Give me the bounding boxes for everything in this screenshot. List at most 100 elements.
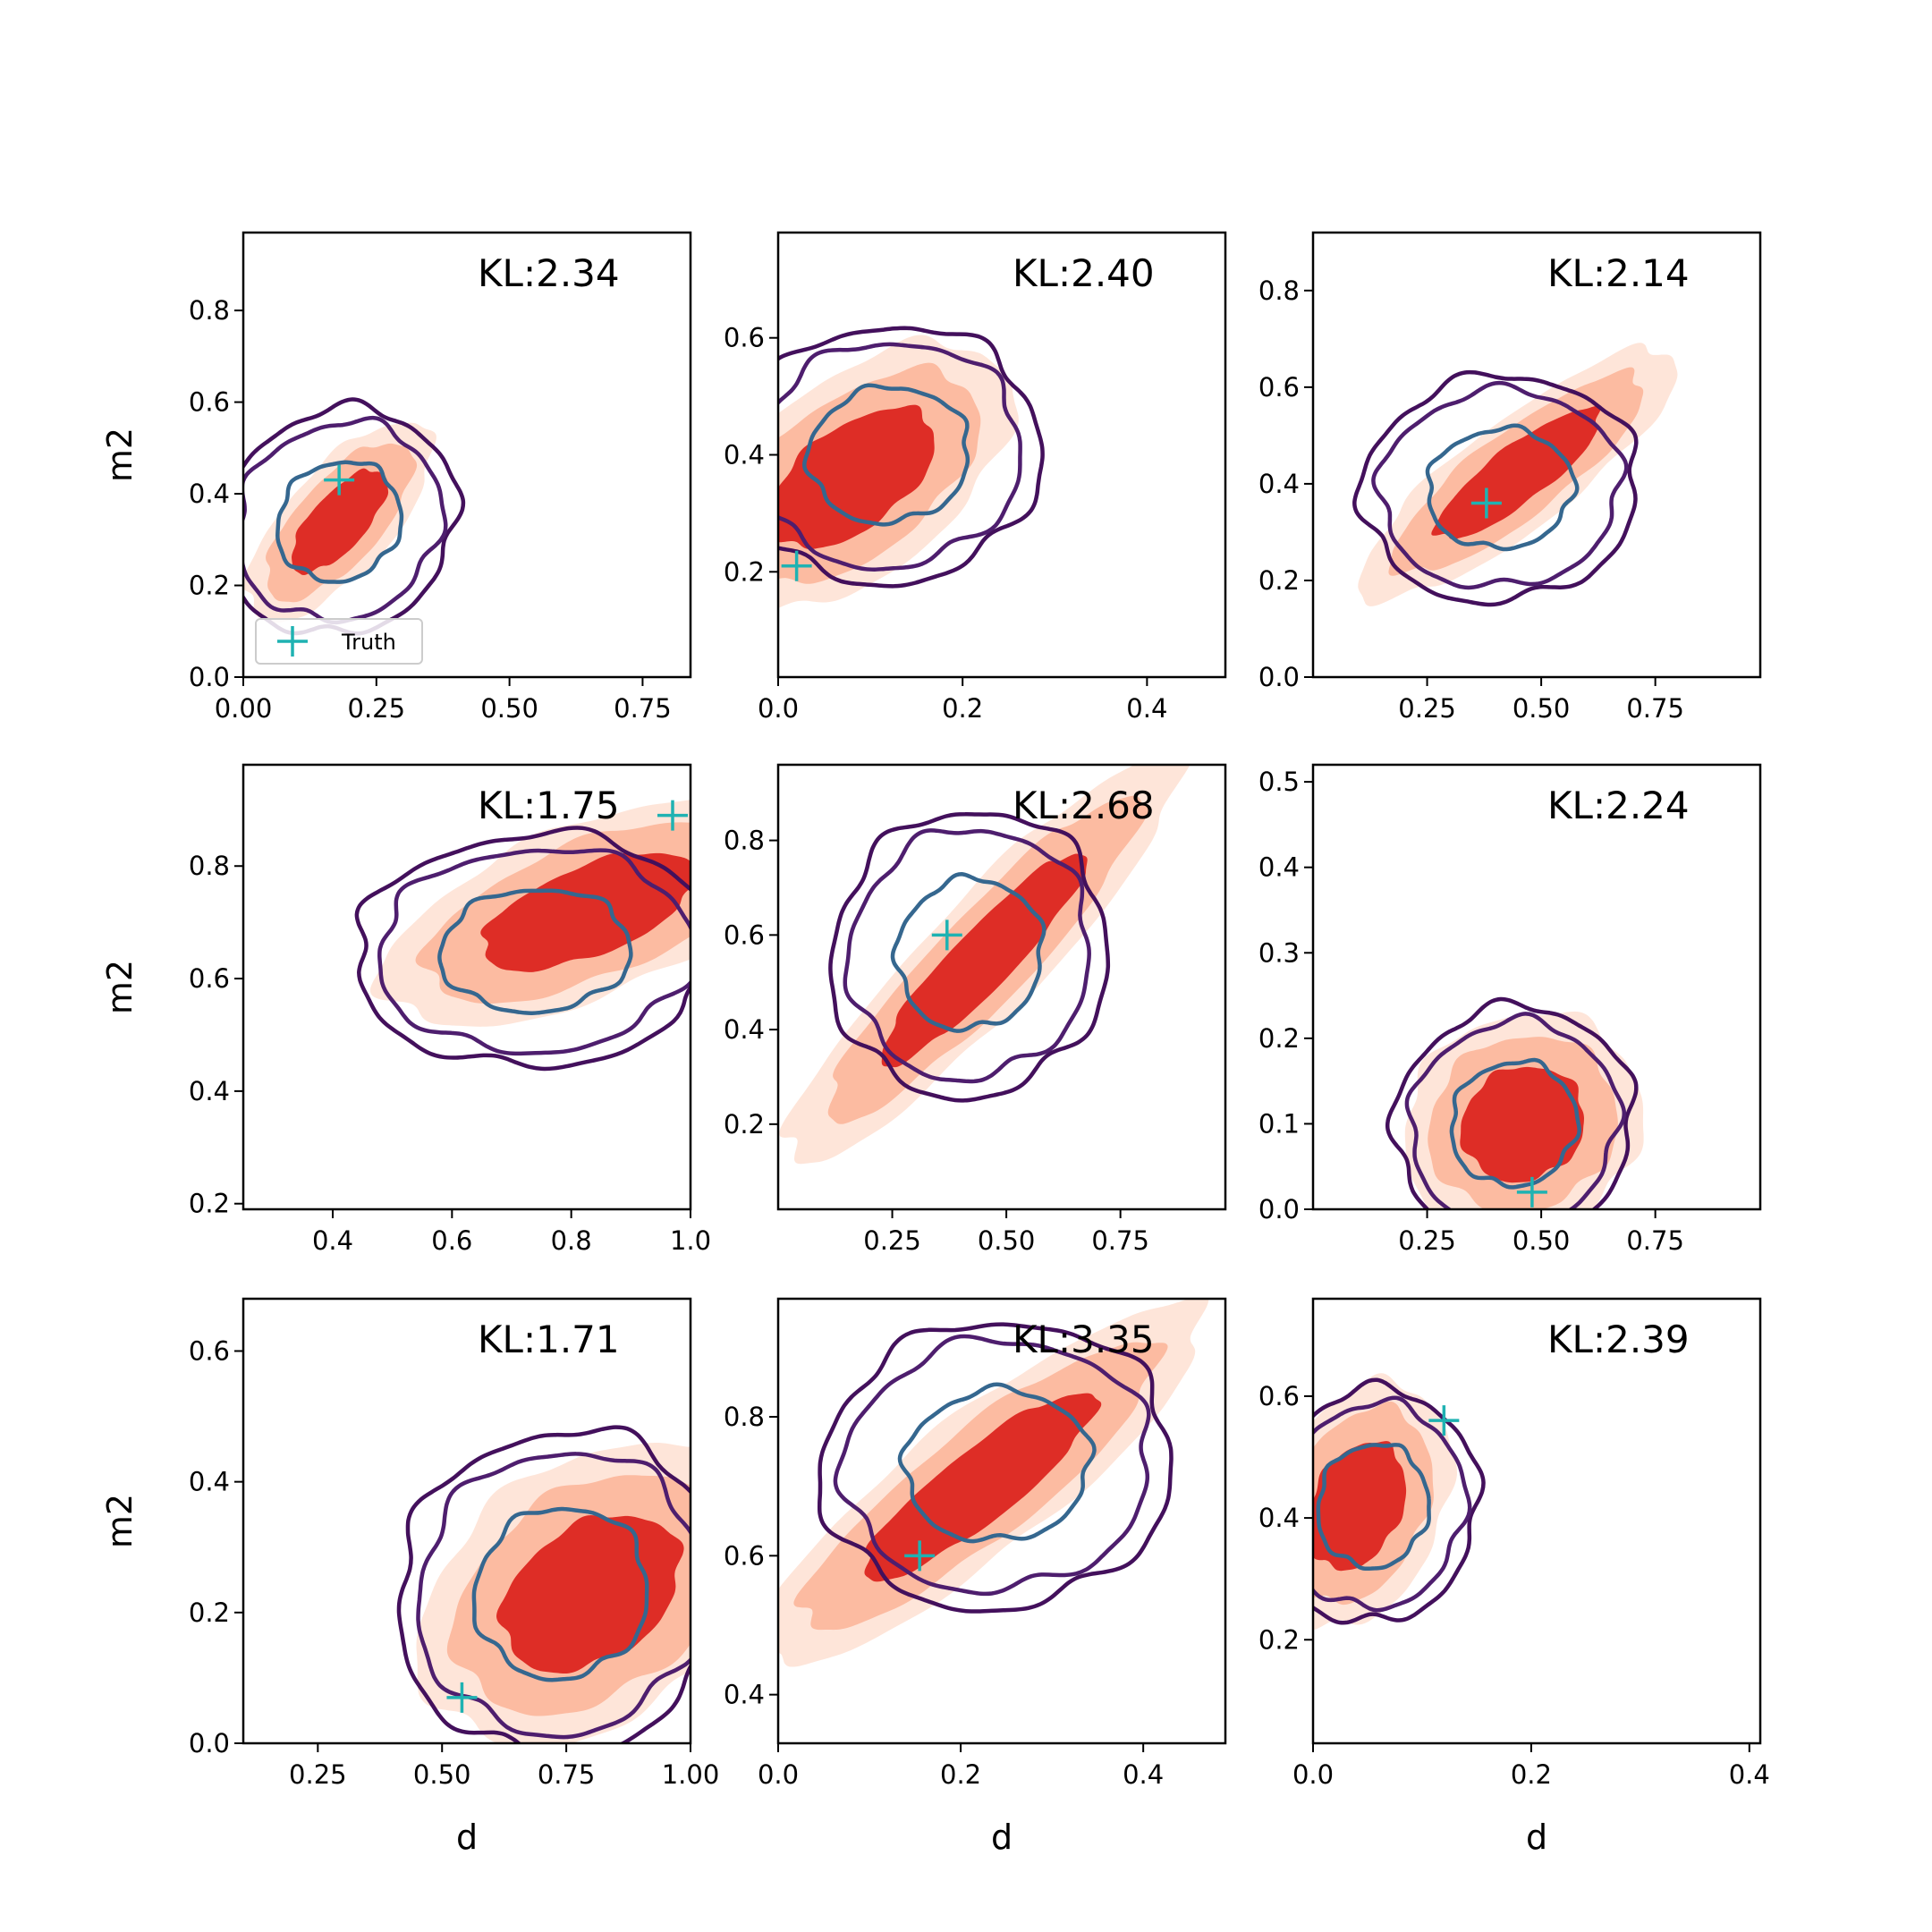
x-axis-label: d <box>456 1818 478 1857</box>
approx-contour-outer <box>817 1322 1174 1614</box>
panel-6: 0.25 0.50 0.75 0.0 0.1 0.2 0.3 0.4 0.5 KL:2.24 <box>1258 763 1762 1256</box>
y-tick-label: 0.6 <box>189 387 230 418</box>
legend-label: Truth <box>341 630 396 655</box>
legend-truth-marker <box>277 626 308 657</box>
x-tick-label: 1.0 <box>670 1225 711 1256</box>
x-tick-label: 0.0 <box>758 1759 799 1790</box>
approx-contour-mid <box>416 1452 691 1740</box>
y-tick-label: 0.0 <box>189 662 230 692</box>
axes-frame <box>1311 231 1762 679</box>
x-axis-label: d <box>1526 1818 1547 1857</box>
density-fill-inner <box>292 468 389 575</box>
approx-contour-outer <box>354 826 691 1072</box>
y-axis-label: m2 <box>100 960 140 1014</box>
x-tick-label: 0.75 <box>614 693 672 724</box>
x-tick-label: 0.25 <box>863 1225 921 1256</box>
approx-contour-outer <box>243 397 466 636</box>
truth-marker <box>1516 1176 1547 1208</box>
x-tick-label: 0.25 <box>1398 1225 1456 1256</box>
axes-frame <box>242 1297 692 1745</box>
x-tick-label: 0.8 <box>551 1225 592 1256</box>
y-tick-label: 0.4 <box>724 1014 765 1045</box>
y-tick-label: 0.4 <box>1258 852 1300 883</box>
legend-box <box>255 618 423 665</box>
y-tick-label: 0.6 <box>1258 372 1300 402</box>
density-fill-inner <box>778 404 935 549</box>
panel-3: 0.25 0.50 0.75 0.0 0.2 0.4 0.6 0.8 KL:2.14 <box>1258 231 1762 724</box>
approx-contour-mid <box>843 828 1091 1084</box>
approx-contour-inner <box>890 872 1046 1033</box>
x-tick-label: 0.0 <box>758 693 799 724</box>
x-tick-label: 0.75 <box>1091 1225 1149 1256</box>
y-tick-label: 0.4 <box>189 479 230 509</box>
density-fill-inner <box>881 853 1088 1068</box>
axes-frame <box>1311 763 1762 1211</box>
plot-area <box>1352 343 1678 607</box>
kl-annotation: KL:2.34 <box>478 251 620 295</box>
approx-contour-inner <box>275 460 404 584</box>
y-tick-label: 0.0 <box>189 1728 230 1758</box>
kl-annotation: KL:2.14 <box>1547 251 1690 295</box>
panel-1: 0.00 0.25 0.50 0.75 0.0 0.2 0.4 0.6 0.8 KL:2.34 m2… <box>100 231 692 724</box>
approx-contour-mid <box>243 415 448 625</box>
x-tick-label: 0.25 <box>1398 693 1456 724</box>
y-tick-label: 0.4 <box>1258 469 1300 499</box>
approx-contour-outer <box>1385 996 1639 1209</box>
axes-frame <box>776 1297 1227 1745</box>
axes-frame <box>776 763 1227 1211</box>
approx-contour-outer <box>396 1425 691 1743</box>
y-tick-label: 0.0 <box>1258 1194 1300 1224</box>
y-tick-label: 0.4 <box>1258 1503 1300 1533</box>
y-tick-label: 0.8 <box>724 826 765 856</box>
approx-contour-outer <box>828 812 1111 1103</box>
x-tick-label: 0.50 <box>1513 693 1571 724</box>
y-tick-label: 0.8 <box>189 295 230 326</box>
y-tick-label: 0.6 <box>724 323 765 353</box>
approx-contour-mid <box>377 848 691 1056</box>
truth-marker <box>1470 487 1502 519</box>
truth-marker <box>931 919 962 951</box>
approx-contour-inner <box>471 1506 649 1682</box>
density-fill-inner <box>1313 1441 1407 1572</box>
truth-marker <box>781 550 812 581</box>
y-tick-label: 0.2 <box>189 571 230 601</box>
x-tick-label: 0.50 <box>413 1759 471 1790</box>
approx-contour-inner <box>897 1382 1097 1544</box>
plot-area <box>1385 996 1644 1209</box>
kl-annotation: KL:3.35 <box>1013 1318 1155 1361</box>
kl-annotation: KL:2.24 <box>1547 784 1690 827</box>
y-tick-label: 0.6 <box>724 1540 765 1571</box>
approx-contour-mid <box>833 1334 1151 1597</box>
x-tick-label: 0.4 <box>1126 693 1167 724</box>
x-tick-label: 0.00 <box>215 693 273 724</box>
approx-contour-inner <box>437 888 633 1015</box>
x-tick-label: 0.75 <box>538 1759 596 1790</box>
y-tick-label: 0.3 <box>1258 937 1300 968</box>
y-tick-label: 0.2 <box>1258 565 1300 596</box>
density-fill-inner <box>864 1393 1102 1582</box>
y-tick-label: 0.6 <box>724 919 765 950</box>
y-tick-label: 0.5 <box>1258 767 1300 797</box>
x-tick-label: 0.6 <box>431 1225 472 1256</box>
y-tick-label: 0.2 <box>1258 1624 1300 1655</box>
axes-frame <box>242 231 692 679</box>
panel-8: 0.0 0.2 0.4 0.4 0.6 0.8 KL:3.35 d <box>724 1297 1227 1857</box>
plot-area <box>1313 1373 1486 1631</box>
x-tick-label: 0.2 <box>940 1759 981 1790</box>
plot-area <box>243 397 466 636</box>
x-tick-label: 0.25 <box>289 1759 347 1790</box>
truth-marker <box>657 800 688 831</box>
x-tick-label: 0.50 <box>480 693 538 724</box>
x-tick-label: 0.75 <box>1626 1225 1684 1256</box>
y-tick-label: 0.2 <box>1258 1023 1300 1054</box>
plot-area <box>354 800 691 1072</box>
y-tick-label: 0.8 <box>724 1402 765 1432</box>
y-tick-label: 0.8 <box>1258 275 1300 306</box>
y-tick-label: 0.4 <box>189 1076 230 1106</box>
y-tick-label: 0.2 <box>724 556 765 587</box>
panel-9: 0.0 0.2 0.4 0.2 0.4 0.6 KL:2.39 d <box>1258 1297 1770 1857</box>
plot-area <box>778 1299 1209 1667</box>
plot-area <box>778 326 1045 608</box>
x-tick-label: 0.2 <box>1511 1759 1552 1790</box>
approx-contour-inner <box>1449 1057 1581 1190</box>
